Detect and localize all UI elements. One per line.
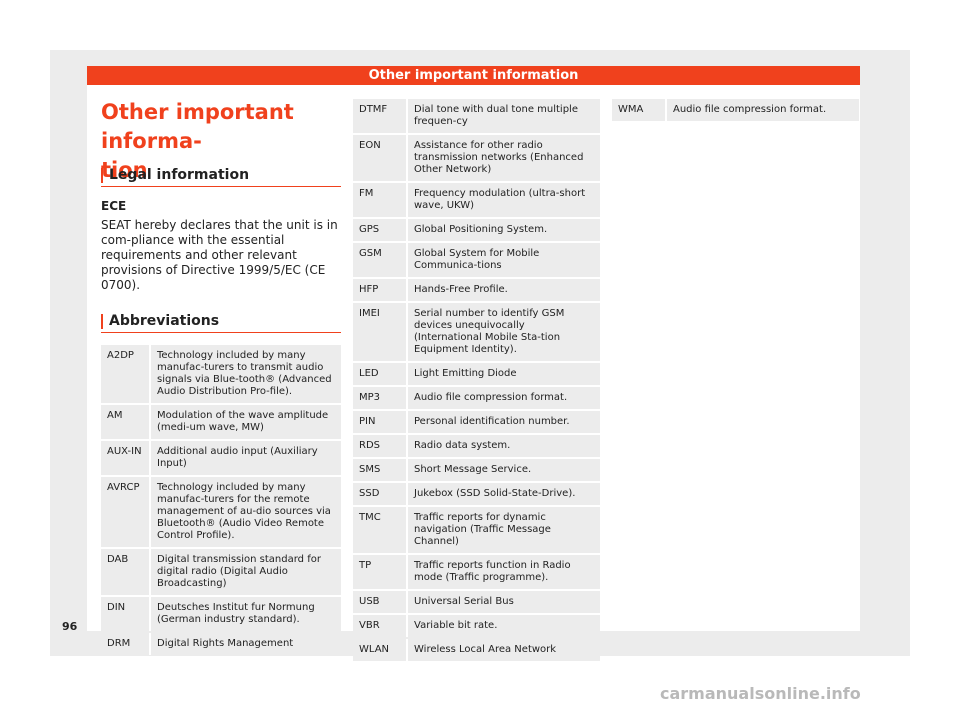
abbreviation-term: RDS (353, 435, 408, 457)
abbreviation-row: DTMF Dial tone with dual tone multiple fr… (353, 99, 600, 133)
abbreviation-row: MP3 Audio file compression format. (353, 387, 600, 409)
abbreviation-term: LED (353, 363, 408, 385)
abbreviation-row: USB Universal Serial Bus (353, 591, 600, 613)
abbreviation-row: RDS Radio data system. (353, 435, 600, 457)
abbreviation-term: TMC (353, 507, 408, 553)
abbreviation-description: Universal Serial Bus (408, 591, 600, 613)
abbreviation-row: VBR Variable bit rate. (353, 615, 600, 637)
abbreviation-description: Serial number to identify GSM devices un… (408, 303, 600, 361)
abbreviation-term: WMA (612, 99, 667, 121)
abbreviation-term: MP3 (353, 387, 408, 409)
abbreviation-row: AUX-IN Additional audio input (Auxiliary … (101, 441, 341, 475)
abbreviation-row: GSM Global System for Mobile Communica-ti… (353, 243, 600, 277)
abbreviation-row: DRM Digital Rights Management (101, 633, 341, 655)
abbreviation-row: TMC Traffic reports for dynamic navigatio… (353, 507, 600, 553)
abbreviation-description: Technology included by many manufac-ture… (151, 345, 341, 403)
abbreviation-row: LED Light Emitting Diode (353, 363, 600, 385)
abbreviation-term: EON (353, 135, 408, 181)
abbreviation-term: VBR (353, 615, 408, 637)
abbreviation-term: DRM (101, 633, 151, 655)
abbreviation-row: PIN Personal identification number. (353, 411, 600, 433)
abbreviation-term: GPS (353, 219, 408, 241)
abbreviation-description: Digital Rights Management (151, 633, 341, 655)
abbreviation-description: Modulation of the wave amplitude (medi-u… (151, 405, 341, 439)
abbreviation-description: Hands-Free Profile. (408, 279, 600, 301)
abbreviation-term: A2DP (101, 345, 151, 403)
abbreviation-term: WLAN (353, 639, 408, 661)
abbreviation-description: Dial tone with dual tone multiple freque… (408, 99, 600, 133)
abbreviation-term: DTMF (353, 99, 408, 133)
abbreviation-row: IMEI Serial number to identify GSM device… (353, 303, 600, 361)
abbreviation-row: AVRCP Technology included by many manufac… (101, 477, 341, 547)
abbreviation-description: Frequency modulation (ultra-short wave, … (408, 183, 600, 217)
abbreviation-term: DAB (101, 549, 151, 595)
abbreviation-term: FM (353, 183, 408, 217)
abbreviation-row: HFP Hands-Free Profile. (353, 279, 600, 301)
abbreviation-term: GSM (353, 243, 408, 277)
abbreviation-row: WLAN Wireless Local Area Network (353, 639, 600, 661)
abbreviation-row: EON Assistance for other radio transmissi… (353, 135, 600, 181)
abbreviation-row: GPS Global Positioning System. (353, 219, 600, 241)
abbreviation-row: DAB Digital transmission standard for dig… (101, 549, 341, 595)
abbreviation-description: Global Positioning System. (408, 219, 600, 241)
page-title-line-2: tion (101, 158, 148, 182)
ece-section: ECE SEAT hereby declares that the unit i… (101, 199, 341, 293)
ece-label: ECE (101, 199, 127, 213)
abbreviation-description: Radio data system. (408, 435, 600, 457)
abbreviation-description: Traffic reports for dynamic navigation (… (408, 507, 600, 553)
abbreviation-row: DIN Deutsches Institut fur Normung (Germa… (101, 597, 341, 631)
abbreviation-description: Technology included by many manufac-ture… (151, 477, 341, 547)
abbreviation-description: Global System for Mobile Communica-tions (408, 243, 600, 277)
abbreviation-term: SMS (353, 459, 408, 481)
abbreviations-table-1: A2DP Technology included by many manufac-… (101, 343, 341, 657)
abbreviation-description: Digital transmission standard for digita… (151, 549, 341, 595)
page-header-title: Other important information (87, 66, 860, 85)
abbreviation-description: Audio file compression format. (408, 387, 600, 409)
abbreviation-row: A2DP Technology included by many manufac-… (101, 345, 341, 403)
abbreviation-row: FM Frequency modulation (ultra-short wave… (353, 183, 600, 217)
abbreviation-row: SMS Short Message Service. (353, 459, 600, 481)
abbreviation-description: Audio file compression format. (667, 99, 859, 121)
abbreviation-term: SSD (353, 483, 408, 505)
abbreviation-description: Traffic reports function in Radio mode (… (408, 555, 600, 589)
abbreviation-description: Variable bit rate. (408, 615, 600, 637)
abbreviation-term: DIN (101, 597, 151, 631)
abbreviation-description: Wireless Local Area Network (408, 639, 600, 661)
abbreviation-description: Light Emitting Diode (408, 363, 600, 385)
abbreviation-term: AUX-IN (101, 441, 151, 475)
abbreviation-description: Additional audio input (Auxiliary Input) (151, 441, 341, 475)
abbreviation-description: Deutsches Institut fur Normung (German i… (151, 597, 341, 631)
abbreviation-term: IMEI (353, 303, 408, 361)
abbreviation-term: PIN (353, 411, 408, 433)
abbreviation-term: AM (101, 405, 151, 439)
abbreviation-row: WMA Audio file compression format. (612, 99, 859, 121)
page-title-line-1: Other important informa- (101, 100, 294, 153)
abbreviation-term: TP (353, 555, 408, 589)
abbreviation-term: HFP (353, 279, 408, 301)
page-title: Other important informa- tion (101, 98, 341, 185)
abbreviation-row: TP Traffic reports function in Radio mode… (353, 555, 600, 589)
abbreviation-description: Jukebox (SSD Solid-State-Drive). (408, 483, 600, 505)
page-number: 96 (62, 620, 78, 633)
abbreviation-term: AVRCP (101, 477, 151, 547)
legal-information-heading: Legal information (101, 167, 341, 187)
abbreviations-table-3: WMA Audio file compression format. (612, 97, 859, 123)
abbreviations-heading: Abbreviations (101, 313, 341, 333)
abbreviation-description: Assistance for other radio transmission … (408, 135, 600, 181)
watermark-text: carmanualsonline.info (660, 684, 861, 703)
abbreviations-table-2: DTMF Dial tone with dual tone multiple fr… (353, 97, 600, 663)
ece-text: SEAT hereby declares that the unit is in… (101, 218, 338, 292)
abbreviation-row: SSD Jukebox (SSD Solid-State-Drive). (353, 483, 600, 505)
abbreviation-description: Short Message Service. (408, 459, 600, 481)
abbreviation-description: Personal identification number. (408, 411, 600, 433)
abbreviation-row: AM Modulation of the wave amplitude (medi… (101, 405, 341, 439)
abbreviation-term: USB (353, 591, 408, 613)
